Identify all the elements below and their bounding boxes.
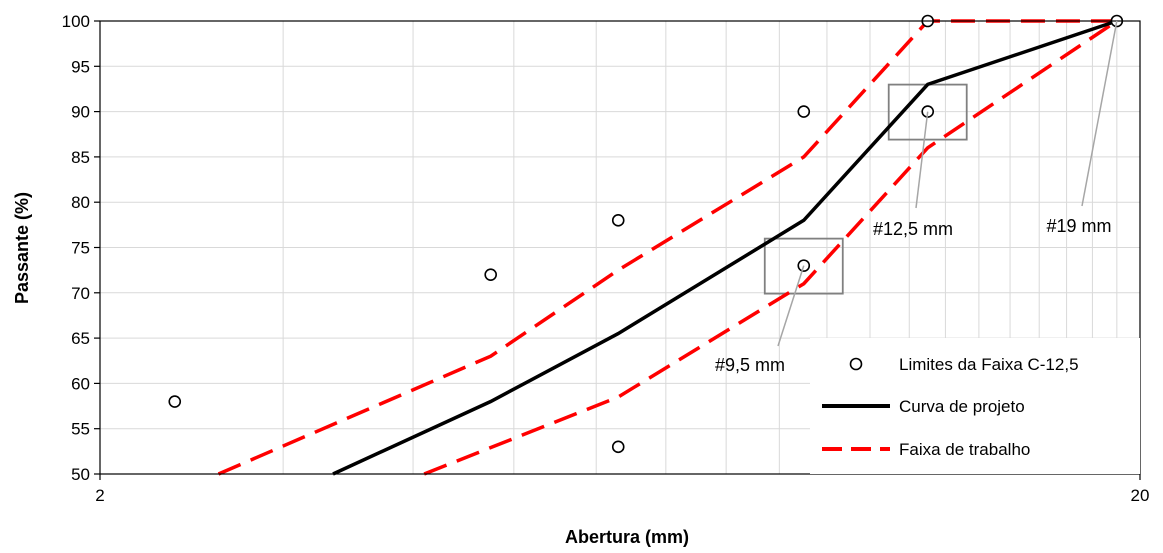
y-tick-label: 90 (71, 103, 90, 122)
legend-label-limites: Limites da Faixa C-12,5 (899, 355, 1079, 374)
legend-marker-icon (849, 357, 863, 371)
annotations: #9,5 mm #12,5 mm #19 mm (715, 20, 1118, 375)
limit-point (611, 440, 625, 454)
annotation-label: #9,5 mm (715, 355, 785, 375)
limit-point (797, 105, 811, 118)
limit-point (611, 214, 625, 227)
limit-point (168, 395, 182, 408)
y-tick-label: 80 (71, 193, 90, 212)
axis-ticks: 50 55 60 65 70 75 80 85 90 95 100 2 20 (62, 12, 1150, 505)
y-tick-label: 55 (71, 420, 90, 439)
legend-label-faixa: Faixa de trabalho (899, 440, 1030, 459)
limit-point (484, 268, 497, 281)
y-tick-label: 85 (71, 148, 90, 167)
y-axis-title: Passante (%) (12, 192, 32, 304)
y-tick-label: 100 (62, 12, 90, 31)
x-axis-title: Abertura (mm) (565, 527, 689, 547)
annotation-leader (1081, 20, 1118, 207)
y-tick-label: 70 (71, 284, 90, 303)
curva-projeto-line (332, 19, 1118, 476)
y-tick-label: 60 (71, 374, 90, 393)
annotation-leader (777, 265, 805, 347)
annotation-label: #19 mm (1046, 216, 1111, 236)
annotation-leader (915, 111, 929, 209)
legend: Limites da Faixa C-12,5 Curva de projeto… (810, 338, 1140, 474)
highlight-box (763, 237, 844, 295)
x-tick-label: 2 (95, 486, 104, 505)
x-tick-label: 20 (1131, 486, 1150, 505)
y-tick-label: 65 (71, 329, 90, 348)
y-tick-label: 50 (71, 465, 90, 484)
faixa-lower-line (423, 19, 1118, 476)
legend-label-curva: Curva de projeto (899, 397, 1025, 416)
annotation-label: #12,5 mm (873, 219, 953, 239)
y-tick-label: 75 (71, 239, 90, 258)
y-tick-label: 95 (71, 57, 90, 76)
